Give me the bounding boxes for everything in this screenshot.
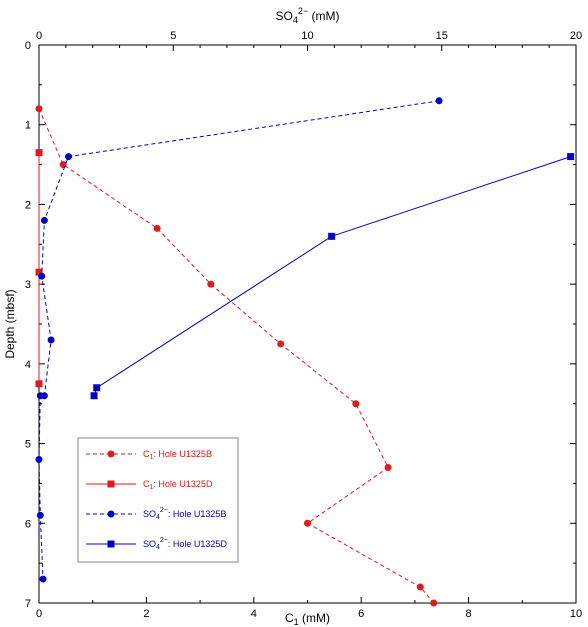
x-top-tick-label: 5 — [170, 30, 176, 42]
x-top-tick-label: 15 — [436, 30, 448, 42]
data-point — [435, 97, 443, 105]
data-point — [36, 511, 44, 519]
y-axis-title: Depth (mbsf) — [3, 289, 17, 358]
series-line — [38, 108, 435, 604]
data-point — [35, 268, 43, 276]
y-tick-label: 1 — [25, 120, 31, 132]
data-point — [384, 463, 392, 471]
y-tick-label: 3 — [25, 279, 31, 291]
x-bottom-axis-title: C1 (mM) — [285, 611, 330, 627]
data-point — [35, 105, 43, 113]
y-tick-label: 4 — [25, 359, 31, 371]
legend-marker — [107, 480, 115, 488]
x-top-tick-label: 10 — [301, 30, 313, 42]
data-point — [277, 340, 285, 348]
data-point — [59, 161, 67, 169]
y-tick-label: 2 — [25, 199, 31, 211]
y-tick-label: 0 — [25, 40, 31, 52]
series-2 — [35, 149, 43, 388]
legend-entry: C1: Hole U1325B — [86, 449, 212, 461]
legend-label: SO42−: Hole U1325B — [143, 507, 226, 521]
data-point — [430, 599, 438, 607]
data-point — [65, 153, 73, 161]
legend-marker — [107, 450, 115, 458]
series-3 — [35, 97, 443, 583]
data-point — [416, 583, 424, 591]
legend-label: SO42−: Hole U1325D — [143, 537, 227, 551]
x-top-axis-title: SO42− (mM) — [276, 6, 340, 25]
series-4 — [90, 153, 575, 400]
legend-marker — [107, 510, 115, 518]
series-layer — [35, 97, 575, 607]
data-point — [328, 232, 336, 240]
data-point — [352, 400, 360, 408]
legend-entry: SO42−: Hole U1325D — [86, 537, 227, 551]
y-tick-label: 5 — [25, 439, 31, 451]
x-top-tick-label: 0 — [36, 30, 42, 42]
legend-label: C1: Hole U1325D — [143, 479, 213, 491]
x-bottom-tick-label: 10 — [570, 608, 582, 620]
x-top-tick-label: 20 — [570, 30, 582, 42]
series-line — [38, 100, 440, 580]
x-bottom-tick-label: 0 — [36, 608, 42, 620]
legend-marker — [107, 540, 115, 548]
data-point — [304, 519, 311, 527]
data-point — [35, 456, 43, 464]
y-tick-label: 7 — [25, 598, 31, 610]
series-1 — [35, 105, 438, 607]
data-point — [38, 272, 46, 280]
y-tick-label: 6 — [25, 518, 31, 530]
x-bottom-tick-label: 6 — [358, 608, 364, 620]
data-point — [39, 575, 47, 583]
legend-box — [77, 437, 239, 563]
data-point — [35, 380, 43, 388]
legend: C1: Hole U1325B C1: Hole U1325D SO42−: Hol… — [77, 437, 239, 563]
data-point — [36, 392, 44, 400]
legend-entry: SO42−: Hole U1325B — [86, 507, 226, 521]
data-point — [40, 216, 48, 224]
data-point — [567, 153, 575, 161]
data-point — [90, 392, 98, 400]
series-line — [93, 156, 571, 396]
data-point — [47, 336, 55, 344]
data-point — [207, 280, 215, 288]
data-point — [153, 224, 161, 232]
legend-entry: C1: Hole U1325D — [86, 479, 213, 491]
x-bottom-tick-label: 8 — [466, 608, 472, 620]
x-bottom-tick-label: 4 — [251, 608, 257, 620]
data-point — [93, 384, 101, 392]
x-bottom-tick-label: 2 — [143, 608, 149, 620]
data-point — [35, 149, 43, 157]
legend-label: C1: Hole U1325B — [143, 449, 212, 461]
